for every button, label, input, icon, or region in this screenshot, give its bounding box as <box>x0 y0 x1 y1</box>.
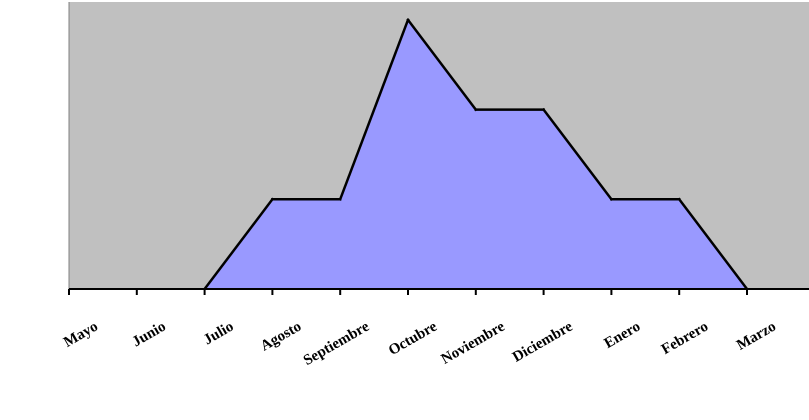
x-tick-label-agosto: Agosto <box>258 319 304 355</box>
x-tick-label-junio: Junio <box>130 319 169 351</box>
area-fill <box>69 19 747 290</box>
x-tick-label-febrero: Febrero <box>659 319 711 358</box>
x-tick-label-diciembre: Diciembre <box>510 318 576 365</box>
x-tick-label-mayo: Mayo <box>61 319 101 351</box>
x-tick-label-enero: Enero <box>602 319 644 352</box>
area-outline-segment <box>541 107 614 202</box>
x-tick-label-marzo: Marzo <box>734 319 779 354</box>
area-series <box>69 18 749 291</box>
area-outline-segment <box>677 197 749 291</box>
x-tick-label-julio: Julio <box>201 319 236 349</box>
x-tick-label-septiembre: Septiembre <box>301 318 373 369</box>
x-tick-label-noviembre: Noviembre <box>439 318 508 367</box>
x-tick-label-octubre: Octubre <box>386 318 440 359</box>
x-axis <box>68 288 809 295</box>
area-outline-segment <box>338 18 410 201</box>
area-outline-segment <box>202 197 275 291</box>
area-outline-segment <box>406 18 478 112</box>
